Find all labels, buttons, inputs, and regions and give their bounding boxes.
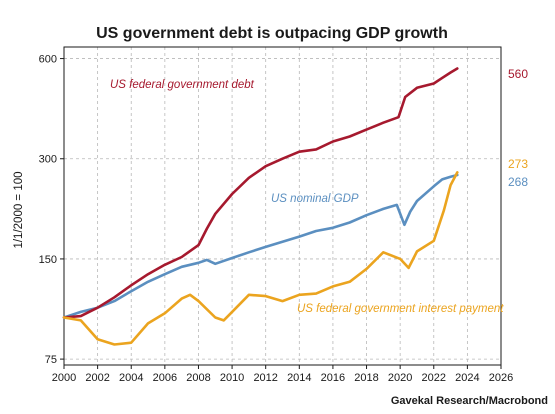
x-tick-label: 2014 bbox=[287, 372, 311, 384]
grid-lines bbox=[64, 47, 501, 365]
plot-frame bbox=[63, 46, 502, 366]
chart-title: US government debt is outpacing GDP grow… bbox=[96, 25, 448, 42]
y-tick-label: 600 bbox=[39, 54, 57, 66]
y-axis-label: 1/1/2000 = 100 bbox=[13, 171, 25, 248]
x-tick-label: 2022 bbox=[422, 372, 446, 384]
source-credit: Gavekal Research/Macrobond bbox=[391, 395, 548, 407]
series-line-interest bbox=[62, 171, 459, 346]
y-tick-label: 300 bbox=[39, 154, 57, 166]
series-label: US federal government interest payment bbox=[297, 303, 504, 315]
x-tick-label: 2016 bbox=[321, 372, 345, 384]
series-lines bbox=[62, 67, 459, 346]
end-value-label: 273 bbox=[508, 157, 528, 171]
x-tick-label: 2026 bbox=[489, 372, 513, 384]
end-value-label: 560 bbox=[508, 67, 528, 81]
y-tick-label: 75 bbox=[45, 354, 57, 366]
end-value-labels: 560 268 273 bbox=[508, 67, 528, 189]
y-axis: 75 150 300 600 bbox=[39, 54, 64, 366]
x-tick-label: 2010 bbox=[220, 372, 244, 384]
x-tick-label: 2000 bbox=[52, 372, 76, 384]
series-line-gdp bbox=[62, 173, 459, 319]
x-tick-label: 2004 bbox=[119, 372, 143, 384]
series-labels: US federal government debt US nominal GDP… bbox=[110, 79, 504, 315]
x-tick-label: 2002 bbox=[85, 372, 109, 384]
series-line-debt bbox=[62, 67, 459, 319]
series-label: US nominal GDP bbox=[271, 193, 359, 205]
x-tick-label: 2008 bbox=[186, 372, 210, 384]
x-tick-label: 2006 bbox=[153, 372, 177, 384]
y-tick-label: 150 bbox=[39, 254, 57, 266]
x-tick-label: 2012 bbox=[253, 372, 277, 384]
x-tick-label: 2024 bbox=[455, 372, 479, 384]
x-tick-label: 2018 bbox=[354, 372, 378, 384]
end-value-label: 268 bbox=[508, 175, 528, 189]
series-label: US federal government debt bbox=[110, 79, 255, 91]
x-tick-label: 2020 bbox=[388, 372, 412, 384]
x-axis: 2000 2002 2004 2006 2008 2010 2012 2014 2016 2018… bbox=[52, 365, 513, 384]
